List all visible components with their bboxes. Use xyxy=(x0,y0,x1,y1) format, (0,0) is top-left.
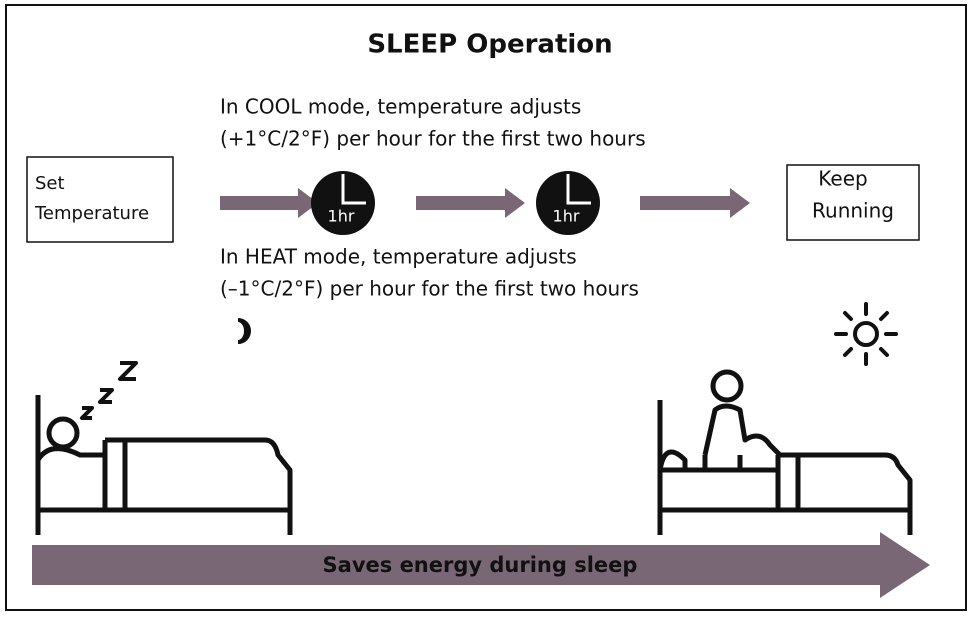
node-box xyxy=(27,157,173,242)
clock: 1hr xyxy=(536,171,600,235)
node-label: Set xyxy=(35,173,65,194)
heat-note-line: In HEAT mode, temperature adjusts xyxy=(220,245,577,269)
clock-label: 1hr xyxy=(553,207,580,226)
node-label: Keep xyxy=(818,167,867,191)
banner-label: Saves energy during sleep xyxy=(323,553,638,577)
node-label: Temperature xyxy=(34,203,149,224)
node-label: Running xyxy=(812,199,894,223)
cool-note-line: In COOL mode, temperature adjusts xyxy=(220,95,581,119)
clock-label: 1hr xyxy=(328,207,355,226)
heat-note-line: (–1°C/2°F) per hour for the first two ho… xyxy=(220,277,639,301)
clock: 1hr xyxy=(311,171,375,235)
diagram: SLEEP Operation In COOL mode, temperatur… xyxy=(0,0,974,621)
title: SLEEP Operation xyxy=(367,30,612,60)
cool-note-line: (+1°C/2°F) per hour for the first two ho… xyxy=(220,127,646,151)
